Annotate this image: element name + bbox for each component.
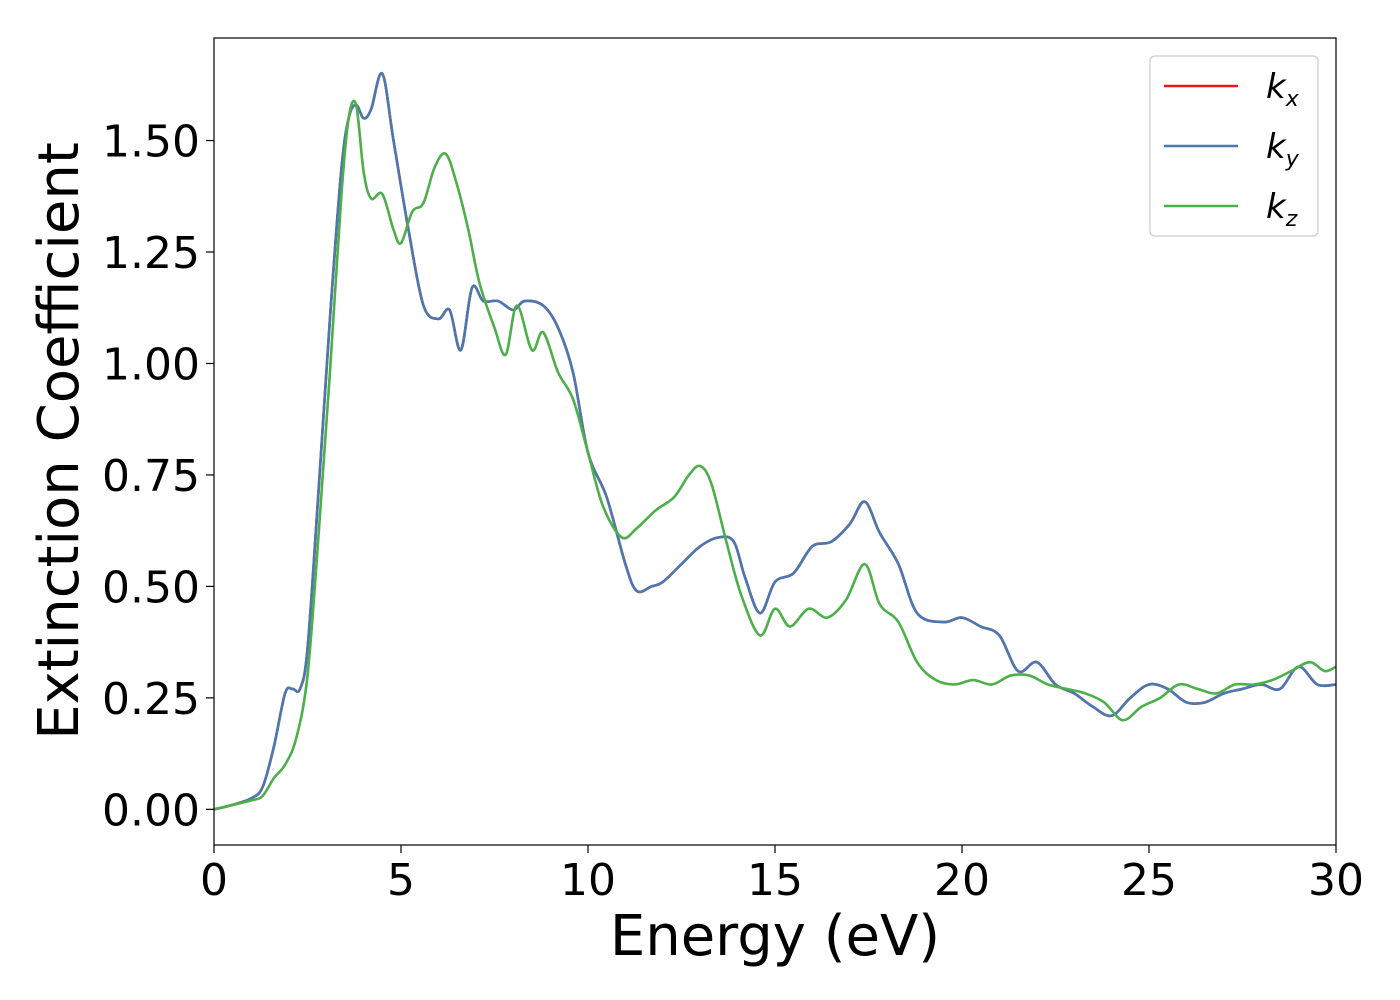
series-layer [214,72,1336,811]
x-tick-label: 20 [934,855,990,906]
y-axis: 0.00 0.25 0.50 0.75 1.00 1.25 1.50 [102,117,214,836]
series-line-k-z [214,99,1336,811]
x-tick-label: 10 [560,855,616,906]
y-axis-title: Extinction Coefficient [27,142,92,740]
x-tick-label: 0 [200,855,228,906]
y-tick-label: 0.50 [102,562,200,613]
x-tick-label: 15 [747,855,803,906]
y-tick-label: 0.00 [102,785,200,836]
series-line-k-y [214,72,1336,811]
y-tick-label: 1.50 [102,117,200,168]
x-axis: 0 5 10 15 20 25 30 [200,845,1364,906]
y-tick-label: 0.75 [102,451,200,502]
legend-label-z: kz [1266,187,1298,232]
x-tick-label: 30 [1308,855,1364,906]
y-tick-label: 0.25 [102,674,200,725]
x-axis-title: Energy (eV) [610,904,940,969]
x-tick-label: 25 [1121,855,1177,906]
y-tick-label: 1.25 [102,228,200,279]
x-tick-label: 5 [387,855,415,906]
y-tick-label: 1.00 [102,339,200,390]
